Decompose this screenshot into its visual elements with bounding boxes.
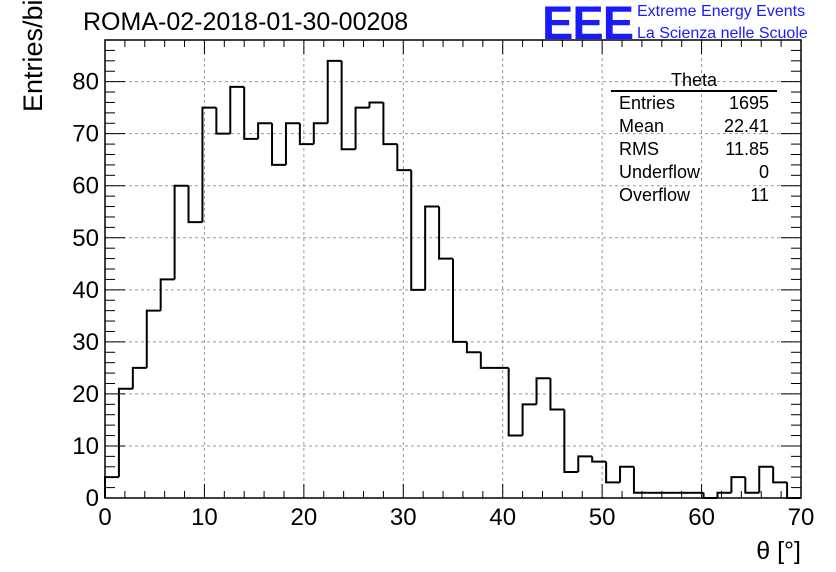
y-tick-label: 50: [72, 225, 99, 252]
histogram-bin: [535, 377, 551, 405]
stats-value: 1695: [728, 93, 769, 113]
histogram-bin: [507, 367, 523, 437]
histogram-bin: [772, 466, 788, 484]
y-tick-label: 40: [72, 277, 99, 304]
logo-line-1: Extreme Energy Events: [637, 3, 806, 20]
x-tick-label: 30: [390, 504, 417, 531]
histogram-bin: [786, 482, 801, 499]
histogram-bin: [312, 122, 328, 145]
x-tick-label: 40: [489, 504, 516, 531]
histogram-bin: [591, 456, 607, 463]
x-tick-label: 60: [688, 504, 715, 531]
histogram-bin: [284, 122, 300, 165]
histogram-bin: [257, 122, 273, 139]
histogram-bin: [549, 378, 565, 411]
logo-line-2: La Scienza nelle Scuole: [637, 25, 808, 42]
axis-tick-labels: 0 10 20 30 40 50 60 70 0 10 20 30 40 50 60 70 80: [72, 69, 814, 531]
histogram-bin: [465, 341, 481, 354]
histogram-bin: [243, 86, 259, 140]
histogram-bin: [619, 465, 634, 483]
histogram-bin: [577, 455, 593, 472]
y-tick-label: 0: [86, 485, 99, 512]
y-tick-label: 60: [72, 173, 99, 200]
stats-box: Theta Entries 1695 Mean 22.41 RMS 11.85 Underf…: [611, 70, 777, 207]
stats-title: Theta: [611, 70, 777, 92]
histogram-bin: [563, 409, 579, 473]
histogram-bin: [159, 278, 175, 311]
stats-value: 11: [750, 185, 769, 205]
x-tick-label: 70: [788, 504, 815, 531]
eee-logo: EEE: [542, 0, 634, 49]
y-tick-label: 70: [72, 121, 99, 148]
stats-value: 22.41: [723, 116, 769, 136]
histogram-bin: [117, 387, 133, 478]
stats-row-underflow: Underflow 0: [611, 161, 777, 184]
x-tick-label: 10: [191, 504, 218, 531]
histogram-bin: [187, 185, 203, 224]
histogram-bin: [173, 184, 189, 280]
histogram-bin: [424, 205, 440, 290]
axis-ticks: [104, 39, 802, 499]
stats-row-rms: RMS 11.85: [611, 138, 777, 161]
x-axis-label: θ [°]: [756, 537, 801, 565]
y-tick-label: 30: [72, 329, 99, 356]
histogram-bin: [145, 309, 161, 368]
x-tick-label: 50: [589, 504, 616, 531]
histogram-bars: [104, 59, 801, 499]
y-axis-label: Entries/bin: [18, 0, 48, 112]
histogram-bin: [410, 170, 426, 291]
histogram-bin: [605, 461, 621, 484]
stats-row-overflow: Overflow 11: [611, 184, 777, 207]
histogram-bin: [744, 477, 760, 494]
x-tick-label: 20: [291, 504, 318, 531]
histogram-bin: [521, 403, 537, 436]
stats-label: Mean: [619, 116, 665, 136]
histogram-bin: [632, 466, 648, 494]
histogram-bin: [758, 465, 774, 493]
histogram-bin: [702, 492, 718, 499]
stats-value: 0: [758, 162, 769, 182]
histogram-bin: [131, 366, 147, 389]
histogram-bin: [229, 85, 245, 134]
histogram-bin: [298, 123, 314, 146]
histogram-bin: [479, 352, 495, 369]
x-tick-label: 0: [98, 504, 111, 531]
stats-row-entries: Entries 1695: [611, 92, 777, 115]
histogram-bin: [201, 106, 217, 223]
stats-value: 11.85: [725, 139, 769, 159]
histogram-bin: [730, 476, 746, 493]
histogram-bin: [354, 106, 370, 150]
histogram-bin: [396, 144, 412, 172]
histogram-bin: [368, 101, 384, 108]
y-tick-label: 10: [72, 433, 99, 460]
y-tick-label: 20: [72, 381, 99, 408]
histogram-bin: [716, 491, 732, 498]
histogram-bin: [438, 206, 453, 260]
stats-label: Underflow: [619, 162, 701, 182]
stats-label: Entries: [619, 93, 676, 113]
histogram-bin: [215, 107, 231, 135]
chart-title: ROMA-02-2018-01-30-00208: [83, 8, 409, 36]
stats-label: RMS: [619, 139, 659, 159]
y-tick-label: 80: [72, 69, 99, 96]
histogram-bin: [271, 123, 286, 166]
histogram-bin: [452, 258, 467, 343]
stats-row-mean: Mean 22.41: [611, 115, 777, 138]
stats-label: Overflow: [619, 185, 691, 205]
histogram-bin: [382, 102, 398, 146]
histogram-bin: [326, 59, 342, 124]
histogram-bin: [340, 60, 356, 151]
